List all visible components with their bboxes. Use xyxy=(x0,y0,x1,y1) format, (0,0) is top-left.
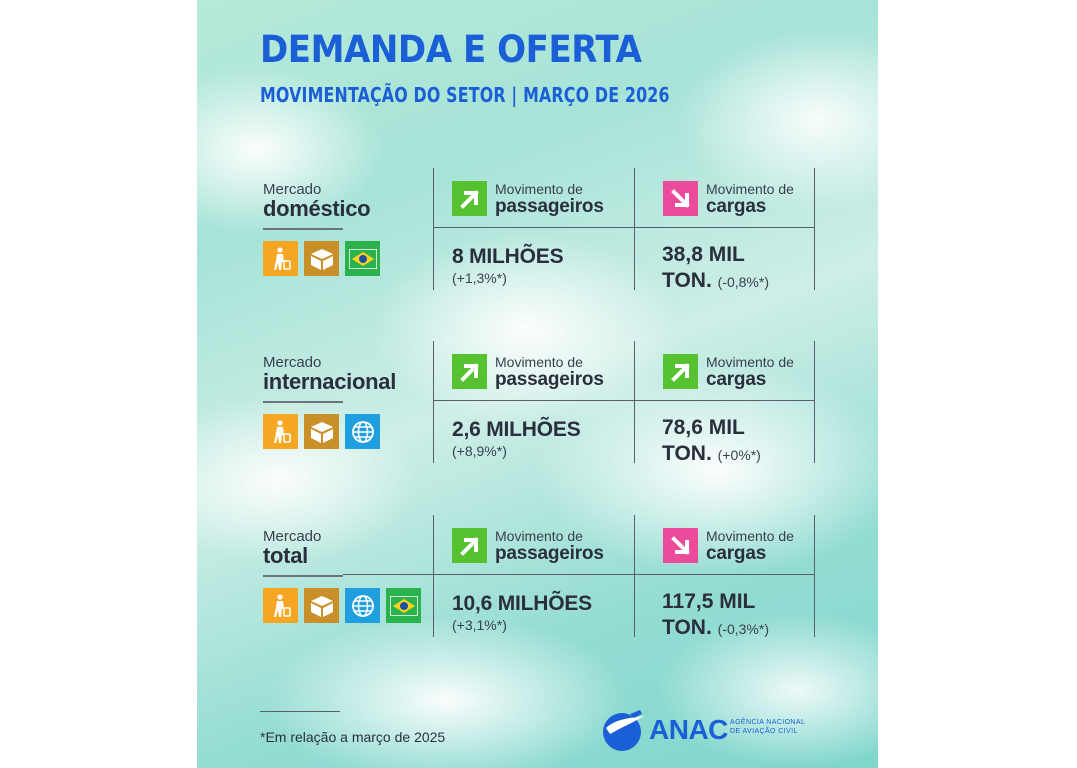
footer-divider xyxy=(260,711,340,712)
cargo-value-line2-wrap: TON. (-0,3%*) xyxy=(662,615,769,642)
passengers-change: (+1,3%*) xyxy=(452,270,507,286)
cargo-change: (-0,8%*) xyxy=(717,274,769,290)
column-divider xyxy=(814,341,815,463)
market-name: total xyxy=(263,543,308,568)
arrow-up-icon xyxy=(663,354,698,389)
cargo-change: (+0%*) xyxy=(717,447,761,463)
column-divider xyxy=(634,168,635,290)
column-divider xyxy=(814,515,815,637)
section-domestic: Mercado doméstico Movimento de passageir… xyxy=(197,168,878,298)
market-icons xyxy=(263,241,380,276)
cargo-value: 117,5 MIL TON. (-0,3%*) xyxy=(662,589,769,642)
passenger-icon xyxy=(263,241,298,276)
globe-icon xyxy=(345,414,380,449)
cargo-value: 78,6 MIL TON. (+0%*) xyxy=(662,415,761,468)
cargo-box-icon xyxy=(304,241,339,276)
passengers-label-top: Movimento de xyxy=(495,528,583,544)
globe-icon xyxy=(345,588,380,623)
passengers-label: passageiros xyxy=(495,196,604,217)
anac-logo: ANAC AGÊNCIA NACIONAL DE AVIAÇÃO CIVIL xyxy=(600,708,810,756)
divider xyxy=(263,575,343,577)
cargo-value: 38,8 MIL TON. (-0,8%*) xyxy=(662,242,769,295)
arrow-up-icon xyxy=(452,181,487,216)
market-icons xyxy=(263,588,421,623)
brazil-flag-icon xyxy=(386,588,421,623)
passengers-change: (+3,1%*) xyxy=(452,617,507,633)
cargo-value-line1: 117,5 MIL xyxy=(662,590,756,613)
cargo-label-top: Movimento de xyxy=(706,181,794,197)
footnote: *Em relação a março de 2025 xyxy=(260,729,446,745)
cargo-label: cargas xyxy=(706,196,767,217)
cargo-change: (-0,3%*) xyxy=(717,621,769,637)
cargo-value-line2-wrap: TON. (-0,8%*) xyxy=(662,268,769,295)
cargo-value-line2: TON. xyxy=(662,442,712,465)
cargo-box-icon xyxy=(304,414,339,449)
arrow-up-icon xyxy=(452,528,487,563)
passengers-label-top: Movimento de xyxy=(495,181,583,197)
page-subtitle: MOVIMENTAÇÃO DO SETOR | MARÇO DE 2026 xyxy=(260,83,670,107)
column-divider xyxy=(814,168,815,290)
column-divider xyxy=(634,341,635,463)
cargo-label: cargas xyxy=(706,543,767,564)
cargo-label-top: Movimento de xyxy=(706,354,794,370)
section-total: Mercado total Movimento de passageiros xyxy=(197,515,878,645)
market-label: Mercado xyxy=(263,354,322,371)
logo-sub-line1: AGÊNCIA NACIONAL xyxy=(730,719,806,726)
passengers-value: 8 MILHÕES xyxy=(452,245,564,268)
market-label: Mercado xyxy=(263,528,322,545)
passengers-value: 10,6 MILHÕES xyxy=(452,592,592,615)
brazil-flag-icon xyxy=(345,241,380,276)
passenger-icon xyxy=(263,588,298,623)
market-name: internacional xyxy=(263,369,397,394)
logo-text: ANAC xyxy=(649,714,728,745)
divider xyxy=(263,401,343,403)
market-name: doméstico xyxy=(263,196,371,221)
arrow-up-icon xyxy=(452,354,487,389)
column-divider xyxy=(433,341,434,463)
passengers-label: passageiros xyxy=(495,369,604,390)
infographic-card: DEMANDA E OFERTA MOVIMENTAÇÃO DO SETOR |… xyxy=(197,0,878,768)
section-international: Mercado internacional Movimento de passa… xyxy=(197,341,878,471)
passenger-icon xyxy=(263,414,298,449)
column-divider xyxy=(634,515,635,637)
page-title: DEMANDA E OFERTA xyxy=(260,28,642,71)
cargo-label-top: Movimento de xyxy=(706,528,794,544)
column-divider xyxy=(433,515,434,637)
cargo-value-line2: TON. xyxy=(662,616,712,639)
column-divider xyxy=(433,168,434,290)
cargo-value-line2-wrap: TON. (+0%*) xyxy=(662,441,761,468)
market-icons xyxy=(263,414,380,449)
row-divider xyxy=(343,574,815,575)
divider xyxy=(263,228,343,230)
passengers-value: 2,6 MILHÕES xyxy=(452,418,581,441)
logo-sub-line2: DE AVIAÇÃO CIVIL xyxy=(730,728,798,735)
logo-subtitle: AGÊNCIA NACIONAL DE AVIAÇÃO CIVIL xyxy=(730,718,805,736)
passengers-label-top: Movimento de xyxy=(495,354,583,370)
cargo-value-line2: TON. xyxy=(662,269,712,292)
passengers-change: (+8,9%*) xyxy=(452,443,507,459)
anac-emblem-icon xyxy=(603,710,644,751)
market-label: Mercado xyxy=(263,181,322,198)
cargo-box-icon xyxy=(304,588,339,623)
cargo-value-line1: 38,8 MIL xyxy=(662,243,745,266)
row-divider xyxy=(433,227,815,228)
row-divider xyxy=(433,400,815,401)
arrow-down-icon xyxy=(663,181,698,216)
cargo-value-line1: 78,6 MIL xyxy=(662,416,745,439)
passengers-label: passageiros xyxy=(495,543,604,564)
arrow-down-icon xyxy=(663,528,698,563)
cargo-label: cargas xyxy=(706,369,767,390)
